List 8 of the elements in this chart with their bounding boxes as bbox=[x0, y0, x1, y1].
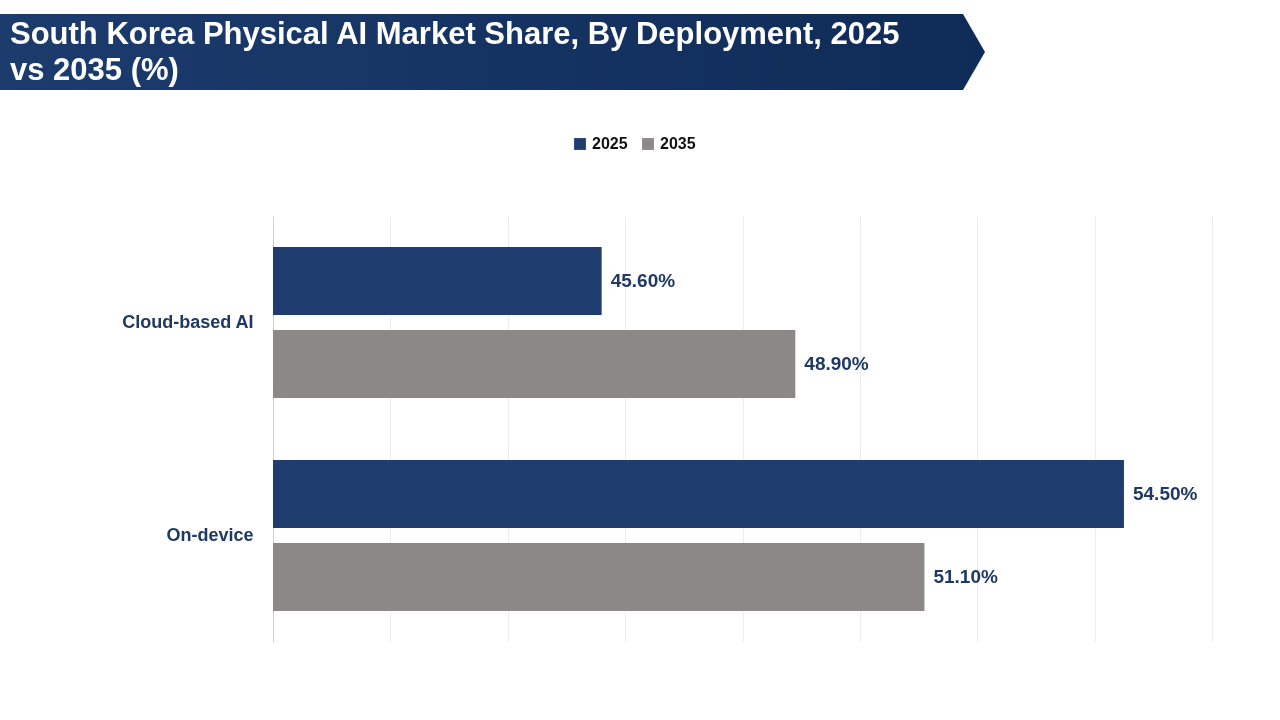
legend-label: 2035 bbox=[660, 135, 696, 152]
y-tick-label: Cloud-based AI bbox=[122, 311, 254, 332]
legend-label: 2025 bbox=[592, 135, 628, 152]
data-label: 51.10% bbox=[933, 566, 998, 588]
data-label: 54.50% bbox=[1132, 482, 1198, 504]
y-tick-label: On-device bbox=[166, 524, 254, 545]
data-label: 48.90% bbox=[804, 353, 869, 375]
data-label: 45.60% bbox=[610, 269, 676, 291]
